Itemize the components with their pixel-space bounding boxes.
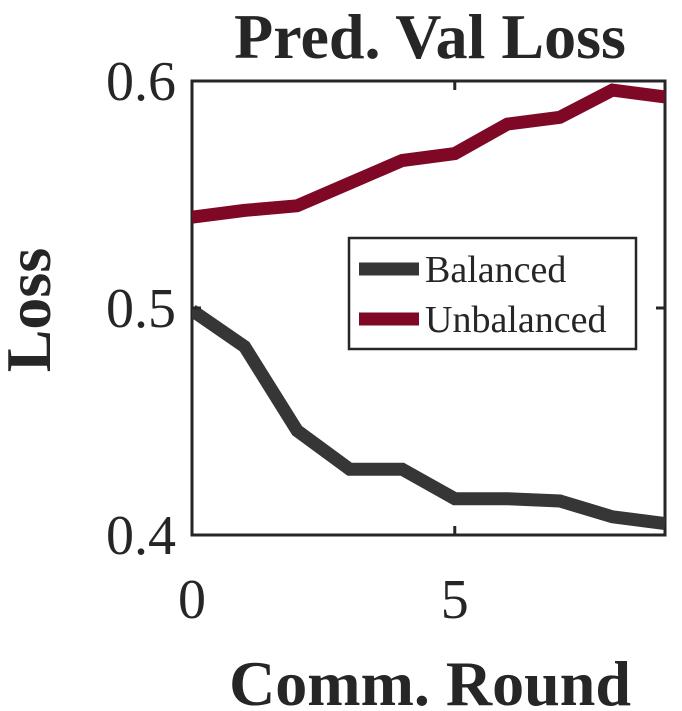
legend-label-unbalanced: Unbalanced bbox=[425, 299, 606, 341]
legend: Balanced Unbalanced bbox=[347, 236, 638, 351]
x-axis-label: Comm. Round bbox=[229, 648, 631, 711]
series-layer bbox=[192, 83, 665, 531]
x-tick-label: 5 bbox=[441, 569, 469, 631]
series-line-balanced bbox=[192, 304, 665, 531]
x-tick-label: 0 bbox=[178, 569, 206, 631]
y-axis-label: Loss bbox=[0, 248, 64, 373]
legend-box bbox=[347, 236, 638, 351]
tick-layer: 0 5 0.4 0.5 0.6 bbox=[106, 51, 665, 631]
y-tick-label: 0.6 bbox=[106, 51, 176, 113]
y-tick-label: 0.4 bbox=[106, 505, 176, 567]
legend-label-balanced: Balanced bbox=[425, 249, 566, 291]
y-tick-label: 0.5 bbox=[106, 278, 176, 340]
series-line-unbalanced bbox=[192, 83, 665, 224]
chart-title: Pred. Val Loss bbox=[234, 1, 626, 72]
